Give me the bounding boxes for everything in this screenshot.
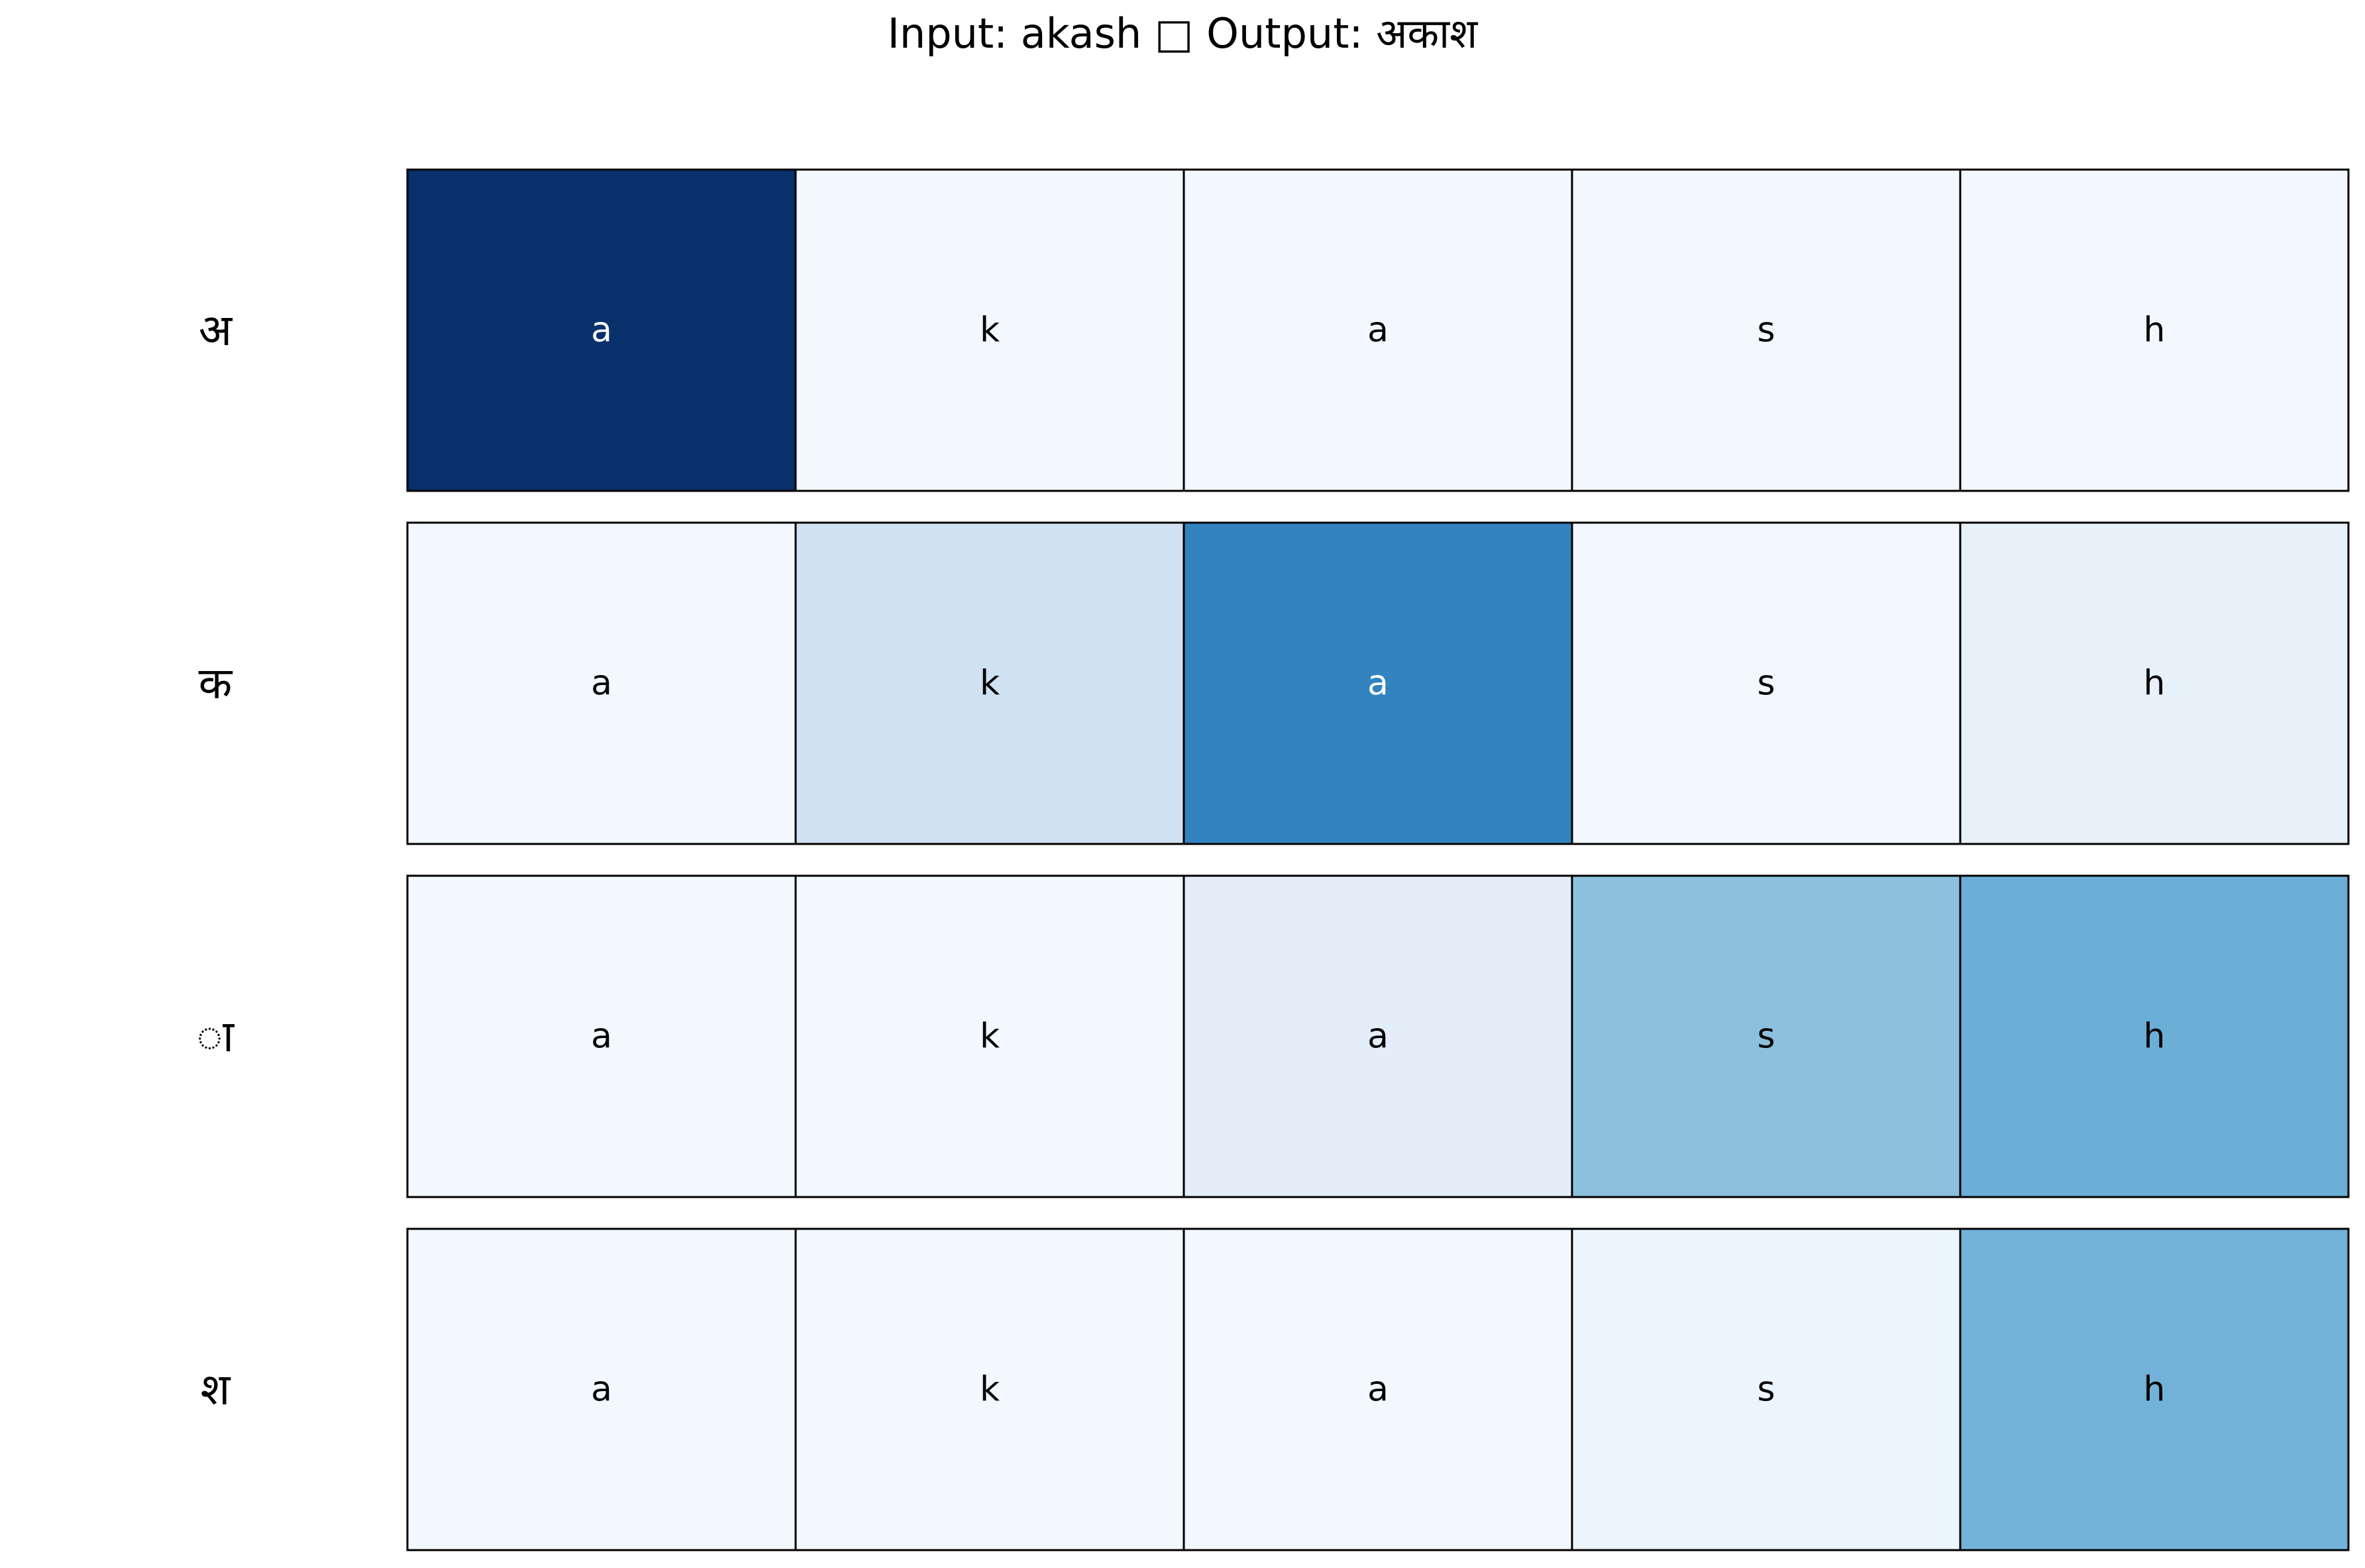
heatmap-cell	[1182, 521, 1573, 845]
heatmap-cell	[1182, 1228, 1573, 1551]
heatmap-cell	[1959, 874, 2350, 1198]
output-char-label: श	[201, 1364, 231, 1415]
cell-input-char: k	[980, 1370, 1000, 1410]
output-char-label: ा	[197, 1011, 235, 1062]
chart-title: Input: akash □ Output: अकाश	[888, 9, 1479, 58]
heatmap-cell	[406, 521, 797, 845]
heatmap-cell	[1959, 168, 2350, 492]
cell-input-char: h	[2144, 311, 2166, 350]
heatmap-cell	[1571, 168, 1962, 492]
cell-input-char: k	[980, 311, 1000, 350]
cell-input-char: s	[1757, 1017, 1775, 1057]
cell-input-char: k	[980, 1017, 1000, 1057]
heatmap-cell	[1571, 874, 1962, 1198]
cell-input-char: a	[1367, 311, 1389, 350]
heatmap-cell	[1959, 521, 2350, 845]
cell-input-char: h	[2144, 664, 2166, 704]
heatmap-cell	[406, 168, 797, 492]
heatmap-cell	[1182, 874, 1573, 1198]
output-char-label: अ	[199, 305, 233, 356]
heatmap-cell	[794, 168, 1185, 492]
heatmap-cell	[1959, 1228, 2350, 1551]
cell-input-char: k	[980, 664, 1000, 704]
heatmap-cell	[794, 521, 1185, 845]
cell-input-char: h	[2144, 1370, 2166, 1410]
heatmap-cell	[1182, 168, 1573, 492]
cell-input-char: a	[1367, 1017, 1389, 1057]
heatmap-cell	[1571, 1228, 1962, 1551]
heatmap-cell	[794, 874, 1185, 1198]
cell-input-char: s	[1757, 1370, 1775, 1410]
cell-input-char: s	[1757, 664, 1775, 704]
heatmap-cell	[406, 1228, 797, 1551]
cell-input-char: a	[591, 311, 612, 350]
cell-input-char: s	[1757, 311, 1775, 350]
output-char-label: क	[199, 658, 233, 709]
cell-input-char: a	[591, 664, 612, 704]
cell-input-char: a	[1367, 1370, 1389, 1410]
cell-input-char: a	[591, 1017, 612, 1057]
heatmap-cell	[794, 1228, 1185, 1551]
heatmap-cell	[1571, 521, 1962, 845]
cell-input-char: a	[1367, 664, 1389, 704]
cell-input-char: a	[591, 1370, 612, 1410]
heatmap-rows: अ a k a s h क a k a s hा a k a s h श a k a s h	[197, 168, 2350, 1551]
cell-input-char: h	[2144, 1017, 2166, 1057]
